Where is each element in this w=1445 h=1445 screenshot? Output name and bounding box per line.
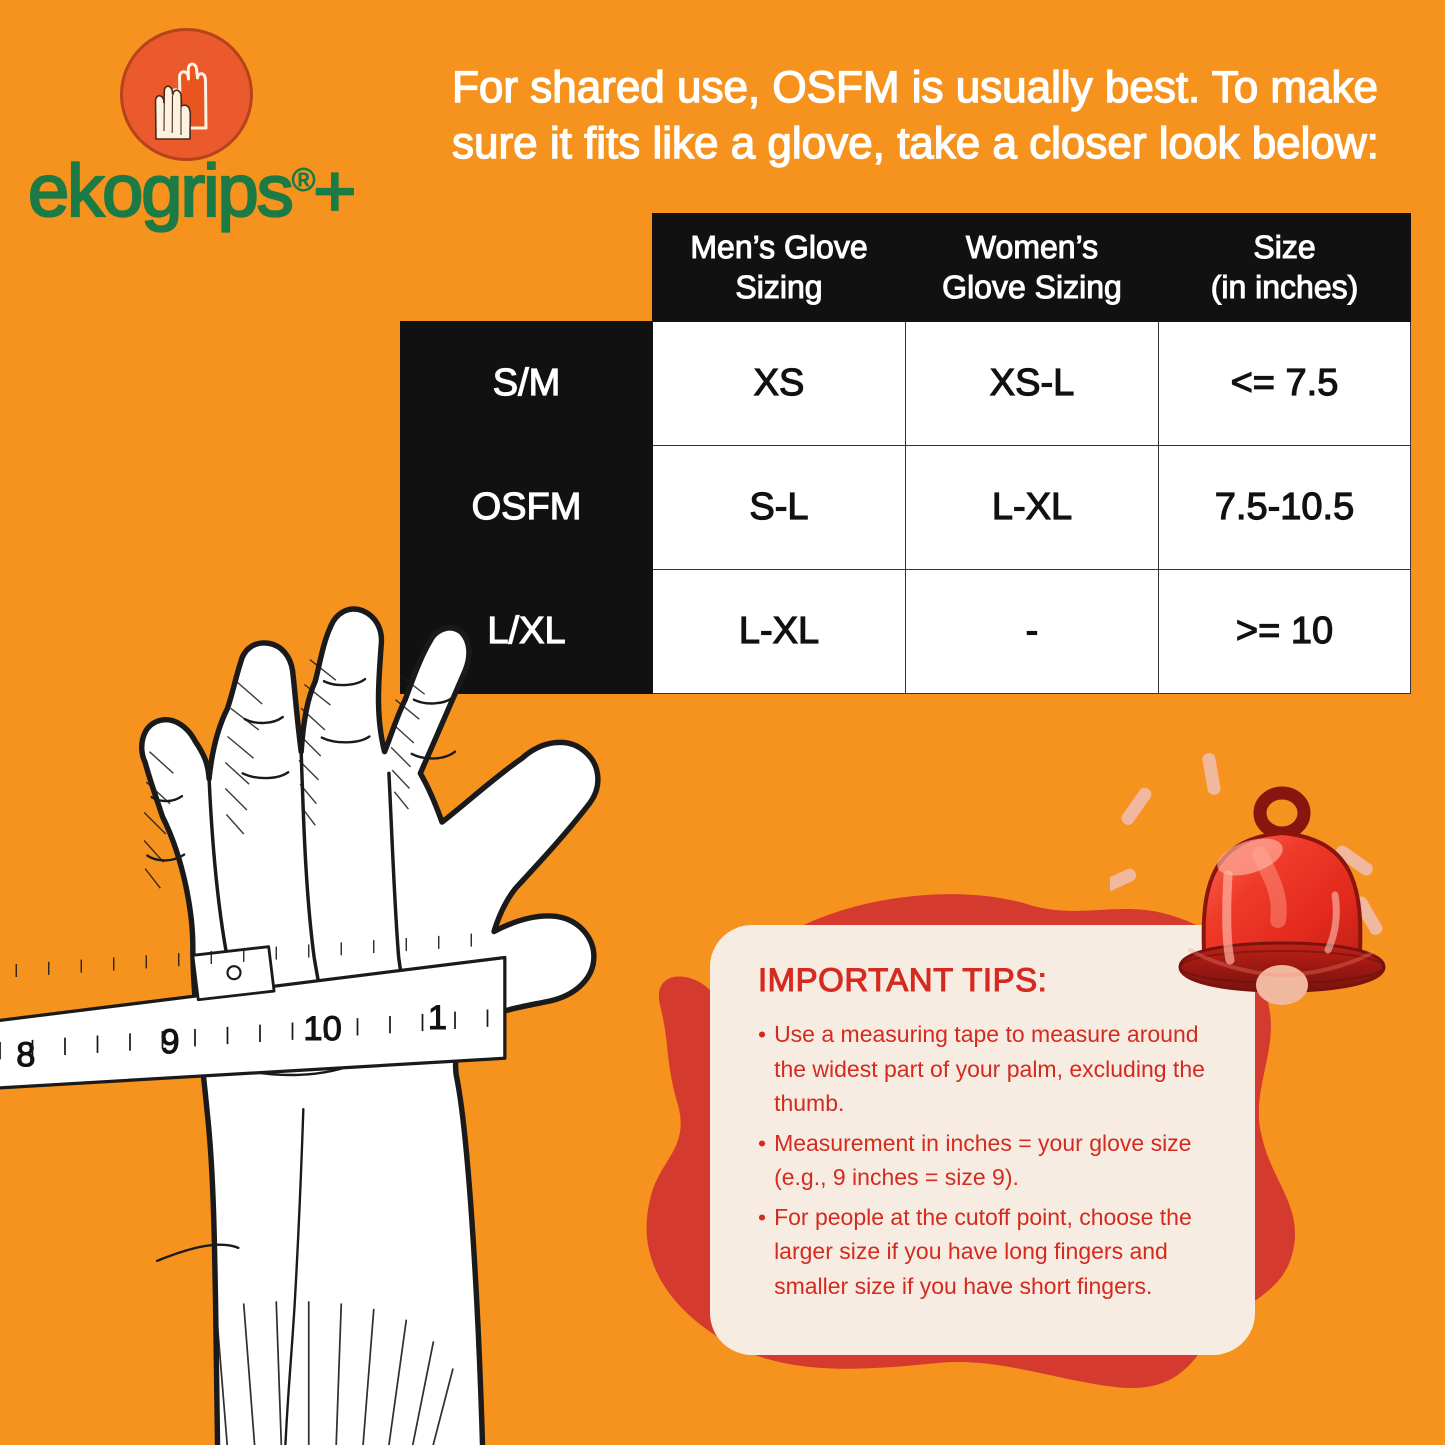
svg-text:1: 1 (428, 999, 447, 1037)
svg-text:10: 10 (303, 1010, 342, 1048)
